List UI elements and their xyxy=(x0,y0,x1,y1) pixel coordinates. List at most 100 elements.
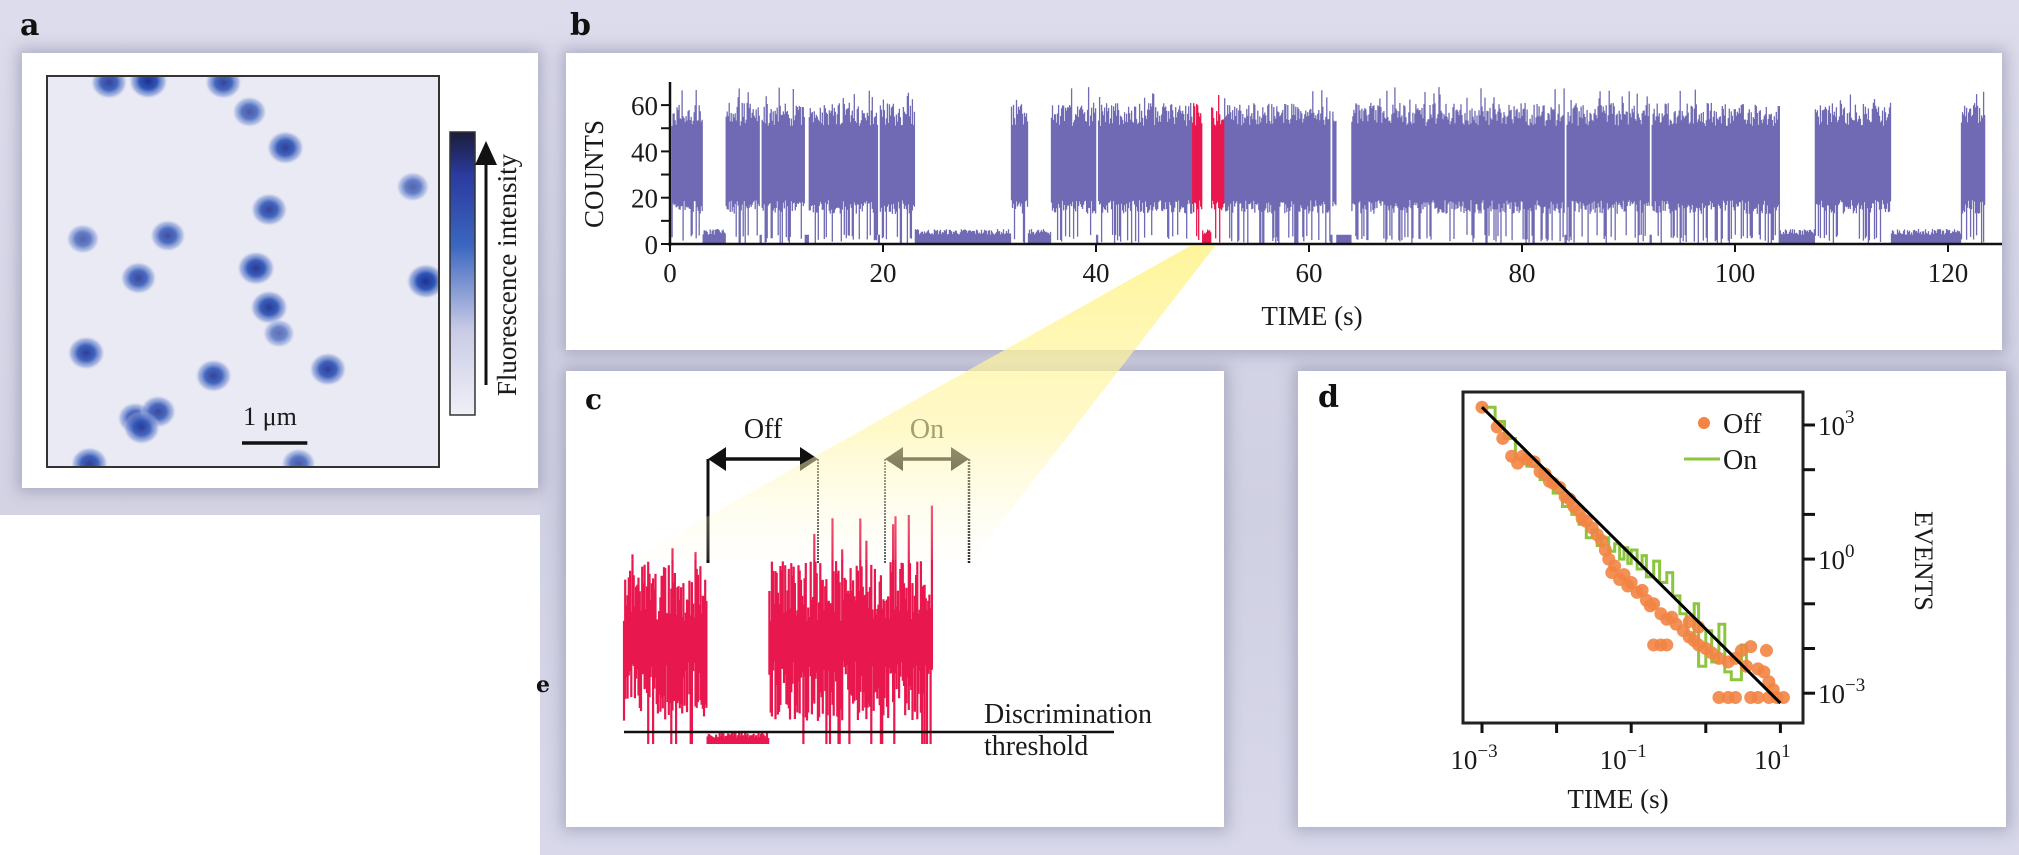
legend: Off On xyxy=(1684,409,1762,476)
micrograph-frame xyxy=(46,75,440,468)
plot-area xyxy=(1475,400,1790,705)
zoomed-trace-line xyxy=(622,505,933,744)
y-tick-label: 10−3 xyxy=(1818,675,1865,709)
fluorescent-spot xyxy=(262,318,296,349)
arrow-right-icon xyxy=(951,447,969,471)
x-tick-exponent: −3 xyxy=(1477,741,1497,762)
fluorescent-spot xyxy=(149,219,187,253)
arrow-up-icon xyxy=(475,141,497,165)
threshold-label-line2: threshold xyxy=(984,731,1088,762)
off-data-point xyxy=(1759,644,1773,658)
panel-d-histogram: 10−3 10−1 101 103 100 10−3 TIME (s) EVENTS Of… xyxy=(1298,371,2006,827)
off-data-point xyxy=(1496,431,1510,445)
highlight-segment xyxy=(1192,95,1225,244)
x-tick-exponent: 1 xyxy=(1781,741,1791,762)
panel-a-svg: 1 μm Fluorescence intensity xyxy=(46,75,522,488)
fluorescent-spot xyxy=(405,263,439,300)
legend-off-marker xyxy=(1698,417,1710,429)
scale-bar-label: 1 μm xyxy=(243,402,297,431)
y-axis-label: COUNTS xyxy=(579,120,609,228)
fluorescent-spot xyxy=(308,352,348,387)
off-data-point xyxy=(1682,615,1696,629)
y-tick-label: 0 xyxy=(645,230,659,260)
panel-c-zoom: Discrimination threshold Off On xyxy=(566,371,1224,827)
panel-b-trace: 0 20 40 60 80 100 120 0 20 40 60 TIME (s) COUNTS xyxy=(566,53,2002,350)
off-data-point xyxy=(1712,691,1726,705)
x-tick-exponent: −1 xyxy=(1627,741,1647,762)
off-data-point xyxy=(1608,559,1622,573)
fluorescent-spot xyxy=(67,335,106,371)
on-label: On xyxy=(910,414,944,445)
trace-line xyxy=(671,87,1986,244)
fluorescent-spots xyxy=(65,76,439,488)
arrow-right-icon xyxy=(800,447,818,471)
y-tick-exponent: −3 xyxy=(1845,675,1865,696)
y-axis-label: EVENTS xyxy=(1909,511,1938,611)
fluorescent-spot xyxy=(204,76,243,100)
threshold-label-line1: Discrimination xyxy=(984,699,1152,730)
panel-label-b: b xyxy=(570,8,591,43)
off-data-point xyxy=(1624,575,1638,589)
legend-on-label: On xyxy=(1723,445,1757,476)
y-tick-label: 100 xyxy=(1818,541,1855,575)
fluorescent-spot xyxy=(119,261,157,295)
y-tick-exponent: 3 xyxy=(1845,407,1855,428)
fluorescent-spot xyxy=(266,130,305,165)
fluorescent-spot xyxy=(395,171,430,203)
colorbar xyxy=(449,131,476,416)
stray-glyph: e xyxy=(536,672,550,698)
arrow-left-icon xyxy=(885,447,903,471)
off-data-point xyxy=(1728,691,1742,705)
fluorescent-spot xyxy=(70,446,109,467)
off-data-point xyxy=(1757,665,1771,679)
x-tick-label: 10−3 xyxy=(1450,741,1497,775)
y-tick-label: 60 xyxy=(631,91,658,121)
off-label: Off xyxy=(744,414,783,445)
fluorescent-spot xyxy=(194,358,233,393)
fluorescent-spot xyxy=(111,484,146,488)
off-data-point xyxy=(1776,691,1790,705)
x-tick-label: 101 xyxy=(1754,741,1791,775)
fluorescent-spot xyxy=(128,76,169,100)
off-data-point xyxy=(1739,659,1753,673)
y-tick-exponent: 0 xyxy=(1845,541,1855,562)
off-data-point xyxy=(1635,583,1649,597)
y-tick-label: 40 xyxy=(631,137,658,167)
panel-label-c: c xyxy=(585,383,603,416)
x-axis-label: TIME (s) xyxy=(1261,301,1362,331)
fluorescent-spot xyxy=(65,223,100,255)
off-data-point xyxy=(1660,638,1674,652)
fluorescent-spot xyxy=(90,76,128,100)
off-data-point xyxy=(1647,597,1661,611)
arrow-left-icon xyxy=(708,447,726,471)
x-tick-label: 60 xyxy=(1296,258,1323,288)
y-tick-label: 20 xyxy=(631,184,658,214)
x-tick-label: 100 xyxy=(1715,258,1756,288)
y-tick-label: 103 xyxy=(1818,407,1855,441)
colorbar-label: Fluorescence intensity xyxy=(492,153,522,396)
fluorescent-spot xyxy=(250,192,288,227)
panel-b-chart: 0 20 40 60 80 100 120 0 20 40 60 TIME (s) COUNTS xyxy=(579,81,2002,331)
zoomed-trace-series xyxy=(622,505,933,744)
x-axis-label: TIME (s) xyxy=(1567,784,1668,814)
trace-series xyxy=(671,87,1986,244)
x-tick-label: 40 xyxy=(1083,258,1110,288)
off-data-point xyxy=(1527,455,1541,469)
fluorescent-spot xyxy=(262,475,302,488)
panel-label-d: d xyxy=(1318,380,1339,415)
x-tick-label: 80 xyxy=(1509,258,1536,288)
fluorescent-spot xyxy=(249,289,289,325)
axes: 0 20 40 60 80 100 120 0 20 40 60 xyxy=(631,81,2002,288)
fluorescent-spot xyxy=(236,250,276,286)
plot-frame xyxy=(1461,390,1805,725)
x-tick-label: 120 xyxy=(1928,258,1969,288)
panel-a-micrograph: 1 μm Fluorescence intensity xyxy=(22,53,538,488)
x-tick-label: 0 xyxy=(663,258,677,288)
power-law-fit-line xyxy=(1480,406,1782,705)
x-tick-label: 10−1 xyxy=(1600,741,1647,775)
panel-c-chart: Discrimination threshold Off On xyxy=(622,414,1152,762)
legend-off-label: Off xyxy=(1723,409,1762,440)
x-tick-label: 20 xyxy=(870,258,897,288)
